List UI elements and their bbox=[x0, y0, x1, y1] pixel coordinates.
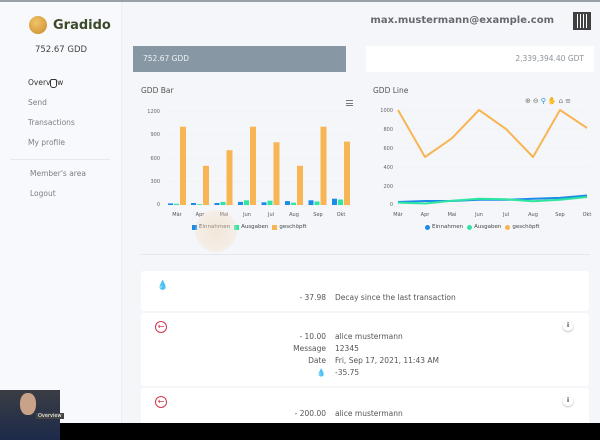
decay-droplet-icon: 💧 bbox=[157, 281, 169, 291]
sidebar-secondary-nav: Member's area Logout bbox=[30, 168, 86, 208]
chart-menu-icon[interactable] bbox=[346, 100, 353, 106]
user-email[interactable]: max.mustermann@example.com bbox=[370, 15, 554, 26]
sidebar: Gradido 752.67 GDD Overview Send Transac… bbox=[0, 2, 122, 440]
zoom-selection-icon[interactable]: ⚲ bbox=[540, 97, 546, 105]
svg-text:300: 300 bbox=[150, 179, 160, 185]
transaction-decay: -35.75 bbox=[335, 368, 360, 377]
svg-text:1000: 1000 bbox=[380, 108, 393, 114]
transaction-name: alice mustermann bbox=[335, 332, 403, 341]
svg-text:600: 600 bbox=[150, 156, 160, 162]
svg-text:900: 900 bbox=[150, 132, 160, 138]
svg-text:Jun: Jun bbox=[474, 212, 483, 218]
sidebar-balance: 752.67 GDD bbox=[34, 45, 88, 55]
transaction-amount: - 200.00 bbox=[294, 409, 326, 418]
svg-text:200: 200 bbox=[383, 184, 393, 190]
qr-code-icon[interactable] bbox=[573, 12, 591, 30]
gdd-balance-card: 752.67 GDD bbox=[133, 46, 346, 72]
sidebar-item-transactions[interactable]: Transactions bbox=[28, 118, 75, 127]
svg-text:Okt: Okt bbox=[583, 212, 592, 218]
sidebar-divider bbox=[10, 159, 110, 160]
svg-text:Aug: Aug bbox=[289, 212, 299, 218]
svg-text:Apr: Apr bbox=[421, 212, 431, 218]
legend-item-ausgaben[interactable]: Ausgaben bbox=[234, 224, 268, 230]
svg-text:Aug: Aug bbox=[528, 212, 538, 218]
gdt-balance-card: 2,339,394.40 GDT bbox=[366, 46, 594, 72]
line-chart-toolbar: ⊕ ⊖ ⚲ ✋ ⌂ ≡ bbox=[525, 97, 571, 105]
zoom-in-icon[interactable]: ⊕ bbox=[525, 97, 531, 105]
transaction-message: 12345 bbox=[335, 344, 359, 353]
gdd-line-chart: 1000 800 600 400 200 0 Mär Apr Mai Jun Jul Aug Sep O… bbox=[380, 108, 592, 218]
svg-text:Mär: Mär bbox=[393, 212, 403, 218]
sidebar-item-my-profile[interactable]: My profile bbox=[28, 138, 65, 147]
transaction-decay[interactable]: 💧 - 37.98 Decay since the last transacti… bbox=[141, 271, 589, 311]
svg-text:Sep: Sep bbox=[313, 212, 322, 218]
bar-chart-title: GDD Bar bbox=[141, 86, 174, 95]
decorative-coin-watermark bbox=[195, 210, 237, 252]
section-divider bbox=[140, 254, 590, 255]
legend-item-geschoepft[interactable]: geschöpft bbox=[272, 224, 307, 230]
arrow-left-circle-icon: ← bbox=[155, 396, 167, 408]
transaction-date: Fri, Sep 17, 2021, 11:43 AM bbox=[335, 356, 439, 365]
svg-text:Jul: Jul bbox=[267, 212, 274, 218]
svg-text:400: 400 bbox=[383, 165, 393, 171]
svg-text:Sep: Sep bbox=[555, 212, 564, 218]
line-chart-title: GDD Line bbox=[373, 86, 409, 95]
sidebar-item-members-area[interactable]: Member's area bbox=[30, 169, 86, 178]
screen-bottom-bar bbox=[0, 423, 600, 440]
zoom-out-icon[interactable]: ⊖ bbox=[532, 97, 539, 105]
legend-item-geschoepft[interactable]: geschöpft bbox=[505, 224, 540, 230]
sidebar-item-send[interactable]: Send bbox=[28, 98, 47, 107]
message-label: Message bbox=[293, 344, 326, 353]
window-top-border bbox=[0, 0, 600, 2]
chart-menu-icon[interactable]: ≡ bbox=[565, 97, 571, 105]
line-chart-legend: Einnahmen Ausgaben geschöpft bbox=[425, 224, 544, 230]
sidebar-item-logout[interactable]: Logout bbox=[30, 189, 56, 198]
mouse-cursor-icon bbox=[50, 79, 57, 88]
svg-text:800: 800 bbox=[383, 127, 393, 133]
pan-hand-icon[interactable]: ✋ bbox=[547, 97, 557, 105]
arrow-left-circle-icon: ← bbox=[155, 321, 167, 333]
transaction-item[interactable]: ← i - 10.00 alice mustermann Message 123… bbox=[141, 313, 589, 386]
svg-text:Okt: Okt bbox=[337, 212, 346, 218]
svg-text:0: 0 bbox=[390, 202, 393, 208]
legend-item-einnahmen[interactable]: Einnahmen bbox=[425, 224, 463, 230]
svg-text:Jun: Jun bbox=[242, 212, 251, 218]
reset-home-icon[interactable]: ⌂ bbox=[558, 97, 564, 105]
transaction-item[interactable]: ← i - 200.00 alice mustermann bbox=[141, 388, 589, 428]
legend-item-ausgaben[interactable]: Ausgaben bbox=[467, 224, 501, 230]
webcam-face bbox=[20, 393, 36, 415]
decay-droplet-icon: 💧 bbox=[316, 368, 326, 377]
svg-text:1200: 1200 bbox=[147, 109, 160, 115]
sidebar-item-overview[interactable]: Overview bbox=[28, 78, 64, 87]
info-button[interactable]: i bbox=[563, 321, 573, 331]
sidebar-nav: Overview Send Transactions My profile bbox=[28, 77, 75, 157]
webcam-label: Overview bbox=[36, 413, 64, 419]
date-label: Date bbox=[308, 356, 326, 365]
svg-text:0: 0 bbox=[157, 202, 160, 208]
svg-text:Mär: Mär bbox=[172, 212, 182, 218]
logo-text: Gradido bbox=[53, 17, 111, 33]
transaction-description: Decay since the last transaction bbox=[335, 293, 456, 302]
transaction-name: alice mustermann bbox=[335, 409, 403, 418]
gradido-coin-icon bbox=[29, 16, 47, 34]
transaction-amount: - 10.00 bbox=[299, 332, 326, 341]
svg-text:Mai: Mai bbox=[448, 212, 457, 218]
transaction-amount: - 37.98 bbox=[299, 293, 326, 302]
logo[interactable]: Gradido bbox=[29, 16, 111, 34]
info-button[interactable]: i bbox=[563, 396, 573, 406]
svg-text:Jul: Jul bbox=[502, 212, 509, 218]
svg-text:600: 600 bbox=[383, 146, 393, 152]
